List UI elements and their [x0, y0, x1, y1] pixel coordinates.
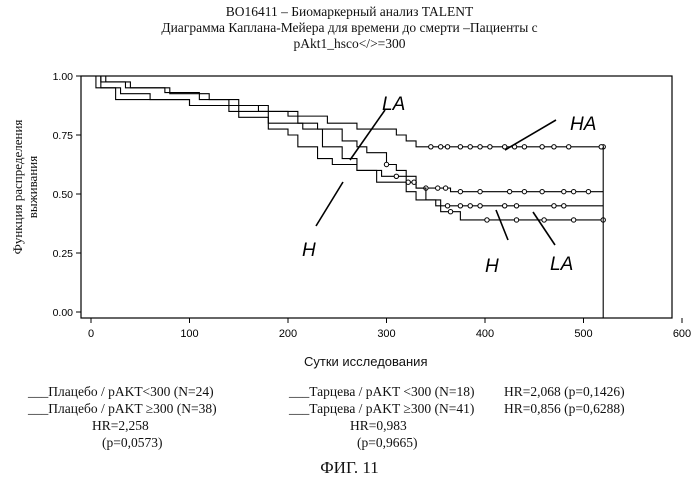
series-tarceva-low-censor-mark: [562, 204, 566, 208]
plot-frame: [81, 76, 672, 318]
legend-hr-low: HR=2,068 (p=0,1426): [504, 384, 625, 400]
annotation-layer: HA LA H H LA: [302, 94, 596, 277]
series-placebo-high-censor-mark: [458, 189, 462, 193]
annotation-la-upper: LA: [382, 94, 405, 115]
x-tick-label: 0: [88, 328, 94, 340]
series-tarceva-high-censor-mark: [468, 145, 472, 149]
x-tick-label: 200: [279, 328, 297, 340]
series-tarceva-low-censor-mark: [552, 204, 556, 208]
series-placebo-high-censor-mark: [540, 189, 544, 193]
legend-tarceva-low: ___Тарцева / pAKT <300 (N=18): [289, 384, 475, 400]
legend-tarceva-high: ___Тарцева / pAKT ≥300 (N=41): [289, 401, 474, 417]
series-tarceva-low-censor-mark: [445, 204, 449, 208]
y-axis-label-1: Функция распределения: [10, 102, 26, 272]
h-right-pointer: [496, 210, 508, 240]
series-tarceva-high-censor-mark: [445, 145, 449, 149]
x-tick-label: 400: [476, 328, 494, 340]
h-left-pointer: [316, 182, 343, 226]
legend-hr-placebo: HR=2,258: [92, 418, 149, 434]
x-tick-label: 500: [574, 328, 592, 340]
series-tarceva-high-censor-mark: [522, 145, 526, 149]
y-axis-label-2: выживания: [25, 102, 41, 272]
series-placebo-high-censor-mark: [384, 162, 388, 166]
series-layer: [91, 76, 605, 318]
series-placebo-high-censor-mark: [586, 189, 590, 193]
y-tick-label: 0.00: [53, 307, 74, 319]
annotation-la-lower: LA: [550, 254, 573, 275]
legend-p-tarceva: (p=0,9665): [357, 435, 417, 451]
annotation-ha: HA: [570, 114, 596, 135]
series-placebo-low-censor-mark: [394, 174, 398, 178]
series-tarceva-low-censor-mark: [458, 204, 462, 208]
x-tick-label: 600: [673, 328, 691, 340]
series-tarceva-high-line: [91, 76, 603, 147]
series-tarceva-high-censor-mark: [488, 145, 492, 149]
figure-caption: ФИГ. 11: [0, 458, 699, 478]
series-tarceva-high-censor-mark: [567, 145, 571, 149]
series-tarceva-low-censor-mark: [478, 204, 482, 208]
y-tick-label: 0.50: [53, 189, 74, 201]
series-tarceva-low-censor-mark: [503, 204, 507, 208]
annotation-h-right: H: [485, 256, 499, 277]
series-placebo-high-censor-mark: [507, 189, 511, 193]
series-tarceva-high-censor-mark: [503, 145, 507, 149]
legend-hr-tarceva: HR=0,983: [350, 418, 407, 434]
x-tick-label: 300: [377, 328, 395, 340]
series-placebo-low-censor-mark: [485, 218, 489, 222]
series-tarceva-high-censor-mark: [438, 145, 442, 149]
legend-placebo-low: ___Плацебо / pAKT<300 (N=24): [28, 384, 214, 400]
x-tick-label: 100: [180, 328, 198, 340]
series-tarceva-high-censor-mark: [458, 145, 462, 149]
series-tarceva-high-censor-mark: [540, 145, 544, 149]
y-tick-label: 0.25: [53, 248, 74, 260]
series-placebo-high-censor-mark: [478, 189, 482, 193]
series-placebo-high-censor-mark: [571, 189, 575, 193]
series-placebo-low-censor-mark: [514, 218, 518, 222]
legend-hr-high: HR=0,856 (p=0,6288): [504, 401, 625, 417]
series-placebo-high-line: [91, 76, 603, 192]
y-tick-label: 1.00: [53, 71, 74, 83]
series-tarceva-high-censor-mark: [429, 145, 433, 149]
series-placebo-high-censor-mark: [443, 186, 447, 190]
series-placebo-low-censor-mark: [542, 218, 546, 222]
la-lower-pointer: [533, 212, 555, 245]
legend-placebo-high: ___Плацебо / pAKT ≥300 (N=38): [28, 401, 217, 417]
annotation-h-left: H: [302, 240, 316, 261]
series-tarceva-high-censor-mark: [478, 145, 482, 149]
y-tick-label: 0.75: [53, 130, 74, 142]
series-placebo-high-censor-mark: [562, 189, 566, 193]
series-placebo-high-censor-mark: [436, 186, 440, 190]
series-tarceva-low-censor-mark: [468, 204, 472, 208]
series-tarceva-high-censor-mark: [552, 145, 556, 149]
series-placebo-low-censor-mark: [448, 210, 452, 214]
ha-pointer: [505, 120, 556, 150]
x-axis-label: Сутки исследования: [304, 354, 427, 370]
series-tarceva-low-censor-mark: [514, 204, 518, 208]
series-placebo-high-censor-mark: [522, 189, 526, 193]
series-placebo-low-censor-mark: [571, 218, 575, 222]
legend-p-placebo: (p=0,0573): [102, 435, 162, 451]
